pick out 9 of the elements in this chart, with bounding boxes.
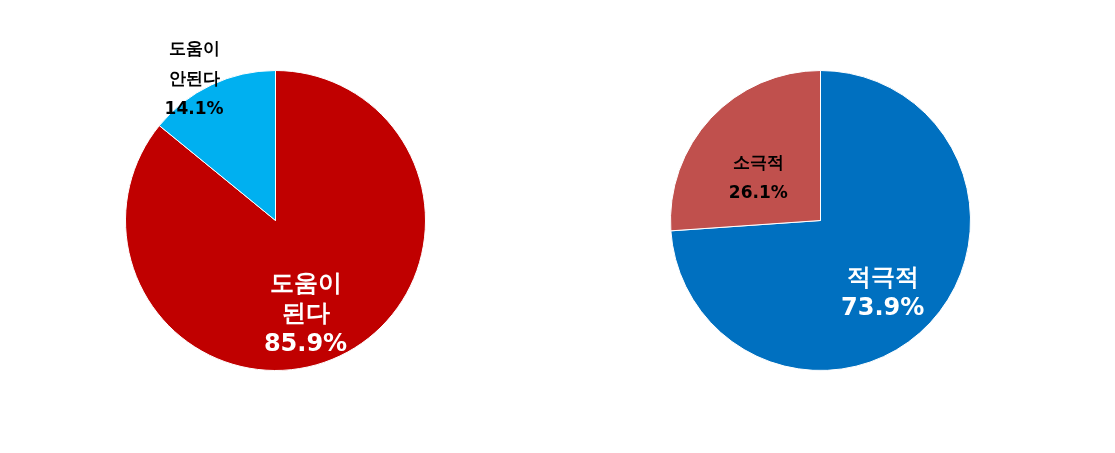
pie-slice xyxy=(125,70,426,371)
data-label: 26.1% xyxy=(728,181,788,202)
slice-label: 적극적 xyxy=(846,263,919,292)
data-label: 85.9% xyxy=(263,328,348,357)
slice-label: 도움이 안된다 xyxy=(168,37,220,88)
slice-label: 도움이 된다 xyxy=(269,268,342,327)
data-label: 73.9% xyxy=(841,293,925,322)
slice-label: 소극적 xyxy=(732,151,784,172)
pie-slice xyxy=(670,70,971,371)
